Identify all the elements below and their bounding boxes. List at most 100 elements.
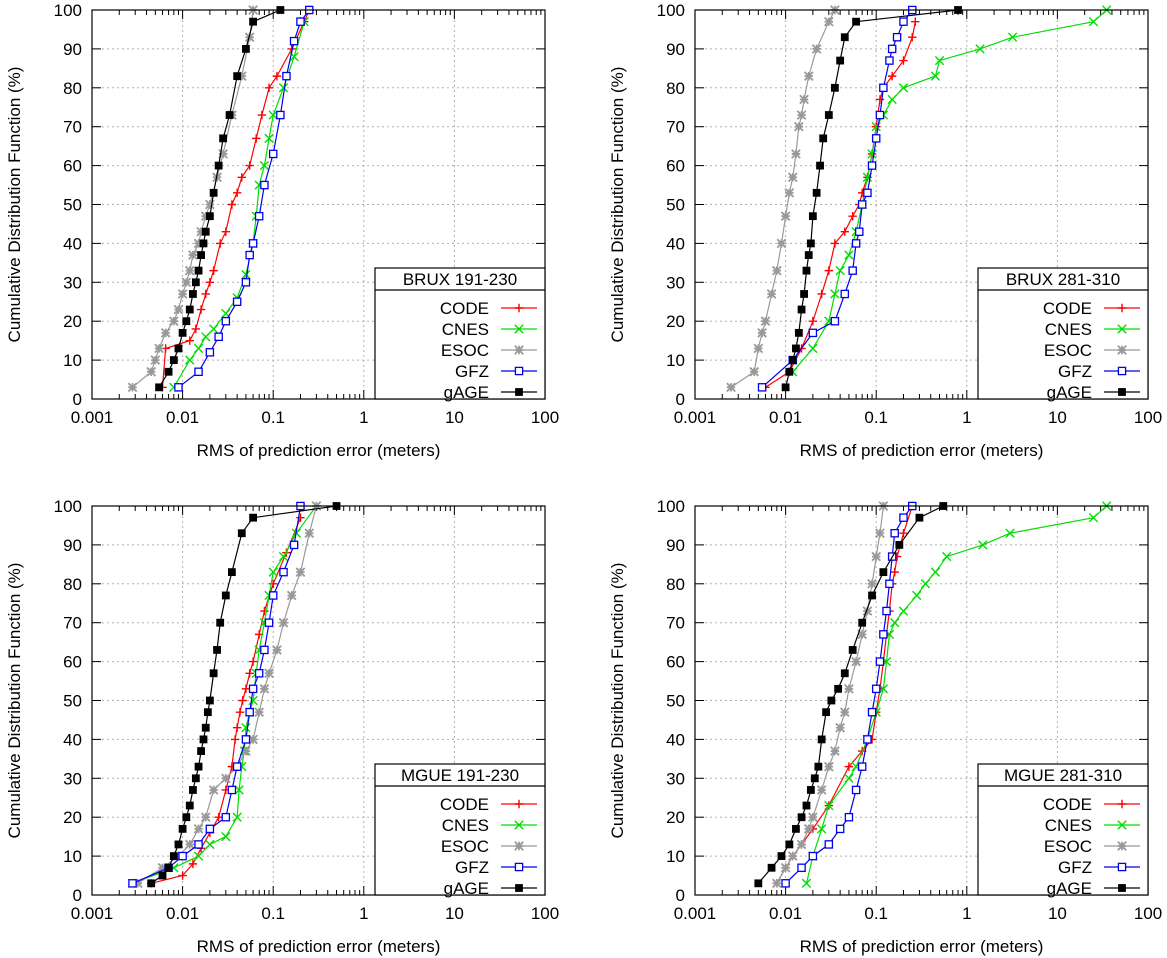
y-tick-label: 30 (666, 273, 685, 292)
data-point-gfz (899, 17, 908, 26)
series-esoc (132, 501, 322, 889)
data-point-gage (164, 367, 173, 376)
data-point-gfz (254, 669, 264, 678)
data-point-cnes (801, 878, 812, 889)
data-point-gfz (128, 879, 137, 888)
x-tick-label: 100 (1134, 408, 1162, 427)
data-point-gage (785, 840, 794, 849)
x-tick-label: 0.1 (261, 904, 285, 923)
data-point-gage (219, 134, 228, 143)
data-point-gage (147, 879, 156, 888)
series-gfz (128, 501, 305, 888)
plot-frame (694, 9, 1149, 400)
data-point-gfz (879, 83, 888, 93)
legend-marker-cnes (514, 324, 524, 334)
data-point-gfz (851, 785, 861, 795)
series-line-cnes (132, 505, 317, 884)
data-point-esoc (218, 149, 228, 159)
x-tick-label: 10 (445, 904, 464, 923)
data-point-gage (806, 239, 815, 248)
y-tick-label: 40 (63, 234, 82, 253)
data-point-cnes (844, 250, 854, 260)
data-point-gage (174, 840, 183, 849)
data-point-code (257, 110, 267, 120)
data-point-esoc (835, 722, 845, 733)
data-point-gage (209, 669, 218, 678)
series-line-gage (158, 9, 281, 388)
x-tick-label: 1 (359, 408, 368, 427)
y-tick-label: 80 (63, 79, 82, 98)
data-point-cnes (221, 831, 231, 842)
data-point-gage (221, 591, 230, 600)
data-point-gfz (867, 161, 877, 170)
data-point-gage (191, 278, 200, 287)
data-point-gfz (885, 56, 894, 65)
x-tick-label: 0.01 (769, 408, 802, 427)
legend-label-esoc: ESOC (1044, 341, 1092, 360)
y-axis-label: Cumulative Distribution Function (%) (608, 67, 627, 343)
data-point-gfz (882, 606, 891, 616)
series-esoc (771, 501, 889, 889)
data-point-code (264, 83, 274, 92)
data-point-gfz (875, 110, 885, 120)
data-point-gage (225, 111, 234, 119)
y-axis-label: Cumulative Distribution Function (%) (608, 563, 627, 839)
data-point-gfz (781, 879, 790, 888)
y-tick-label: 10 (63, 847, 82, 866)
data-point-gage (802, 801, 811, 810)
data-point-code (214, 813, 223, 822)
data-point-cnes (278, 551, 289, 562)
data-point-gfz (885, 579, 894, 589)
grid (695, 506, 1148, 895)
data-point-esoc (295, 567, 306, 577)
data-point-cnes (193, 851, 204, 861)
data-point-gfz (221, 316, 231, 326)
legend-label-cnes: CNES (1045, 816, 1092, 835)
data-point-cnes (898, 83, 909, 93)
x-tick-label: 0.01 (166, 408, 199, 427)
legend-marker-esoc (514, 841, 524, 851)
x-tick-label: 0.001 (71, 408, 114, 427)
legend-label-gage: gAGE (1047, 383, 1092, 402)
legend-title: BRUX 281-310 (1006, 270, 1120, 289)
data-point-gfz (797, 863, 806, 873)
data-point-gage (848, 646, 857, 654)
data-point-cnes (241, 723, 251, 733)
data-point-gfz (848, 266, 857, 275)
data-point-gfz (840, 289, 850, 299)
legend-marker-cnes (1117, 820, 1127, 830)
data-point-esoc (157, 862, 168, 873)
x-axis-label: RMS of prediction error (meters) (197, 937, 441, 956)
data-point-gage (233, 72, 242, 81)
series-line-esoc (137, 505, 317, 884)
legend-title: BRUX 191-230 (403, 270, 517, 289)
data-point-esoc (794, 121, 804, 132)
x-tick-label: 0.1 (261, 408, 285, 427)
legend-label-gage: gAGE (444, 383, 489, 402)
data-point-gage (808, 212, 817, 221)
y-tick-label: 100 (54, 497, 82, 516)
y-tick-label: 90 (666, 40, 685, 59)
plot-frame (91, 505, 546, 896)
data-point-esoc (760, 316, 771, 327)
chart-panel-3: 0.001 0.01 0.1 1 10 100 0 10 20 30 40 50 60 70 80 90 100… (5, 497, 559, 956)
data-point-cnes (816, 824, 827, 834)
data-point-gage (249, 17, 258, 26)
legend-marker-gfz (514, 366, 524, 376)
data-point-code (232, 723, 242, 732)
data-point-gfz (890, 528, 899, 538)
x-tick-label: 0.1 (864, 904, 888, 923)
data-point-gage (827, 696, 836, 705)
y-tick-label: 60 (63, 653, 82, 672)
data-point-cnes (1088, 512, 1099, 523)
data-point-esoc (168, 316, 179, 327)
data-point-code (911, 17, 920, 26)
data-point-gage (785, 367, 794, 376)
data-point-esoc (862, 606, 873, 616)
data-point-gfz (871, 134, 881, 143)
y-tick-label: 100 (657, 1, 685, 20)
data-point-cnes (241, 269, 251, 280)
data-point-gfz (227, 785, 237, 795)
chart-panel-4: 0.001 0.01 0.1 1 10 100 0 10 20 30 40 50 60 70 80 90 100… (608, 497, 1162, 956)
data-point-cnes (835, 265, 845, 276)
